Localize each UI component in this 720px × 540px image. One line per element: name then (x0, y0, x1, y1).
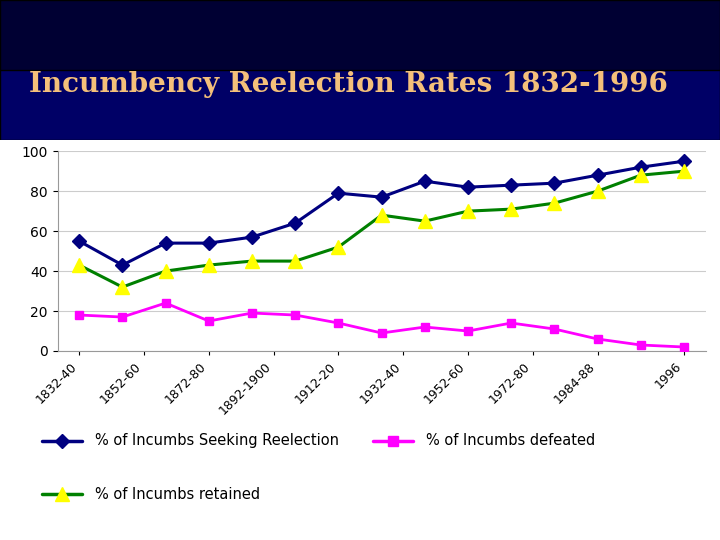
FancyBboxPatch shape (0, 0, 720, 70)
Text: Incumbency Reelection Rates 1832-1996: Incumbency Reelection Rates 1832-1996 (29, 71, 667, 98)
FancyBboxPatch shape (0, 0, 720, 140)
Text: % of Incumbs defeated: % of Incumbs defeated (426, 433, 595, 448)
Text: % of Incumbs Seeking Reelection: % of Incumbs Seeking Reelection (95, 433, 339, 448)
Text: % of Incumbs retained: % of Incumbs retained (95, 487, 260, 502)
